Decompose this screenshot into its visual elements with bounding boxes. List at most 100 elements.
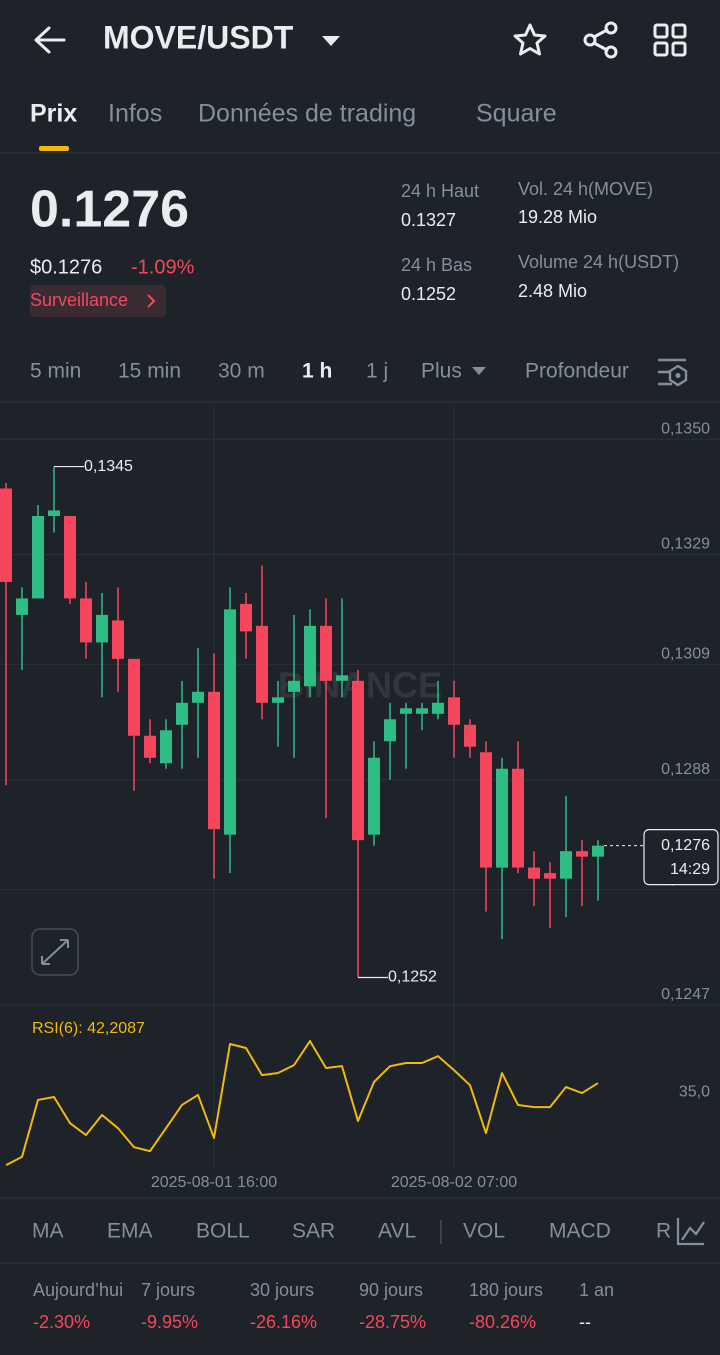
candle-body — [544, 873, 556, 879]
interval[interactable]: 15 min — [118, 360, 181, 383]
x-tick-label: 2025-08-02 07:00 — [391, 1174, 517, 1191]
pair-title[interactable]: MOVE/USDT — [103, 19, 294, 55]
candle-body — [144, 735, 156, 758]
period-label: 30 jours — [250, 1280, 314, 1300]
expand-icon — [41, 939, 69, 965]
pair-dropdown[interactable] — [322, 36, 340, 46]
last-price: 0.1276 — [30, 181, 189, 239]
candle-body — [16, 598, 28, 615]
grid-icon — [671, 23, 687, 39]
stat-value: 19.28 Mio — [518, 207, 597, 227]
settings-icon — [668, 364, 688, 387]
indicator[interactable]: BOLL — [196, 1220, 250, 1243]
period-change: -80.26% — [469, 1312, 536, 1332]
indicator[interactable]: EMA — [107, 1220, 153, 1243]
expand-frame — [31, 928, 79, 976]
share-button[interactable] — [583, 21, 618, 59]
indicator[interactable]: MA — [32, 1220, 64, 1243]
candle-body — [304, 625, 316, 687]
tab[interactable]: Données de trading — [198, 100, 416, 128]
candle-body — [240, 603, 252, 632]
y-tick-label: 0,1329 — [661, 536, 710, 553]
period-label: 180 jours — [469, 1280, 543, 1300]
expand-button[interactable] — [31, 928, 79, 976]
indicator-settings[interactable] — [676, 1218, 705, 1246]
menu-button[interactable] — [653, 23, 687, 57]
candle-body — [384, 719, 396, 742]
interval[interactable]: Profondeur — [525, 360, 629, 383]
indicator[interactable]: VOL — [463, 1220, 505, 1243]
candle-body — [64, 515, 76, 599]
share-icon — [604, 45, 618, 59]
badge-label[interactable]: Surveillance — [30, 290, 128, 310]
stat-label: Volume 24 h(USDT) — [518, 252, 679, 272]
chart-settings[interactable] — [658, 358, 688, 387]
indicator[interactable]: R — [656, 1220, 671, 1243]
interval[interactable]: 5 min — [30, 360, 81, 383]
tab[interactable]: Square — [476, 100, 557, 128]
candle-body — [208, 691, 220, 830]
candle-body — [512, 768, 524, 868]
indicator[interactable]: SAR — [292, 1220, 335, 1243]
price-change: -1.09% — [131, 256, 195, 278]
candle-body — [224, 609, 236, 835]
candle-body — [160, 730, 172, 764]
stat-label: 24 h Bas — [401, 255, 472, 275]
candle-body — [560, 851, 572, 879]
candle-body — [368, 757, 380, 835]
y-tick-label: 0,1309 — [661, 646, 710, 663]
period-label: 1 an — [579, 1280, 614, 1300]
badge[interactable] — [30, 285, 166, 317]
period-change: -28.75% — [359, 1312, 426, 1332]
stat-value: 0.1252 — [401, 284, 456, 304]
settings-icon — [658, 358, 686, 386]
indicator[interactable]: AVL — [378, 1220, 416, 1243]
tab[interactable]: Infos — [108, 100, 162, 128]
interval[interactable]: 1 j — [366, 360, 388, 383]
annotation-label: 0,1252 — [388, 969, 437, 986]
candle-body — [336, 675, 348, 681]
candle-body — [32, 515, 44, 599]
badge-chevron — [147, 294, 156, 308]
candle-body — [400, 708, 412, 714]
tab[interactable]: Prix — [30, 100, 77, 128]
candle-body — [464, 724, 476, 747]
period-label: 7 jours — [141, 1280, 195, 1300]
tab-indicator — [39, 146, 69, 151]
favorite-button[interactable] — [513, 23, 547, 56]
interval[interactable]: 1 h — [302, 360, 332, 383]
back-button[interactable] — [34, 26, 66, 54]
candle-body — [576, 851, 588, 857]
annotation-label: 0,1345 — [84, 458, 133, 475]
candle-body — [256, 625, 268, 703]
period-change: -2.30% — [33, 1312, 90, 1332]
stat-label: 24 h Haut — [401, 181, 479, 201]
candle-body — [416, 708, 428, 714]
interval[interactable]: 30 m — [218, 360, 265, 383]
interval[interactable]: Plus — [421, 360, 462, 383]
settings-backdrop — [644, 350, 720, 394]
period-change: -- — [579, 1312, 591, 1332]
countdown-label: 14:29 — [670, 861, 710, 878]
indicator-title: RSI(6): 42,2087 — [32, 1020, 145, 1037]
period-change: -9.95% — [141, 1312, 198, 1332]
settings-icon — [675, 373, 681, 378]
y-tick-label: 0,1350 — [661, 420, 710, 437]
current-price-label: 0,1276 — [661, 837, 710, 854]
indicator[interactable]: MACD — [549, 1220, 611, 1243]
share-icon — [592, 28, 609, 52]
candle-body — [448, 697, 460, 725]
chart-area: BINANCE0,13500,13290,13090,12880,12680,1… — [0, 405, 720, 1191]
candle-body — [192, 691, 204, 703]
dropdown-caret — [472, 367, 486, 375]
candle-body — [0, 488, 12, 582]
share-icon — [604, 21, 618, 35]
candle-body — [96, 614, 108, 643]
candle-body — [176, 702, 188, 725]
candle-body — [272, 697, 284, 703]
period-label: Aujourd’hui — [33, 1280, 123, 1300]
stat-value: 0.1327 — [401, 210, 456, 230]
candle-body — [352, 680, 364, 841]
share-icon — [583, 33, 597, 47]
